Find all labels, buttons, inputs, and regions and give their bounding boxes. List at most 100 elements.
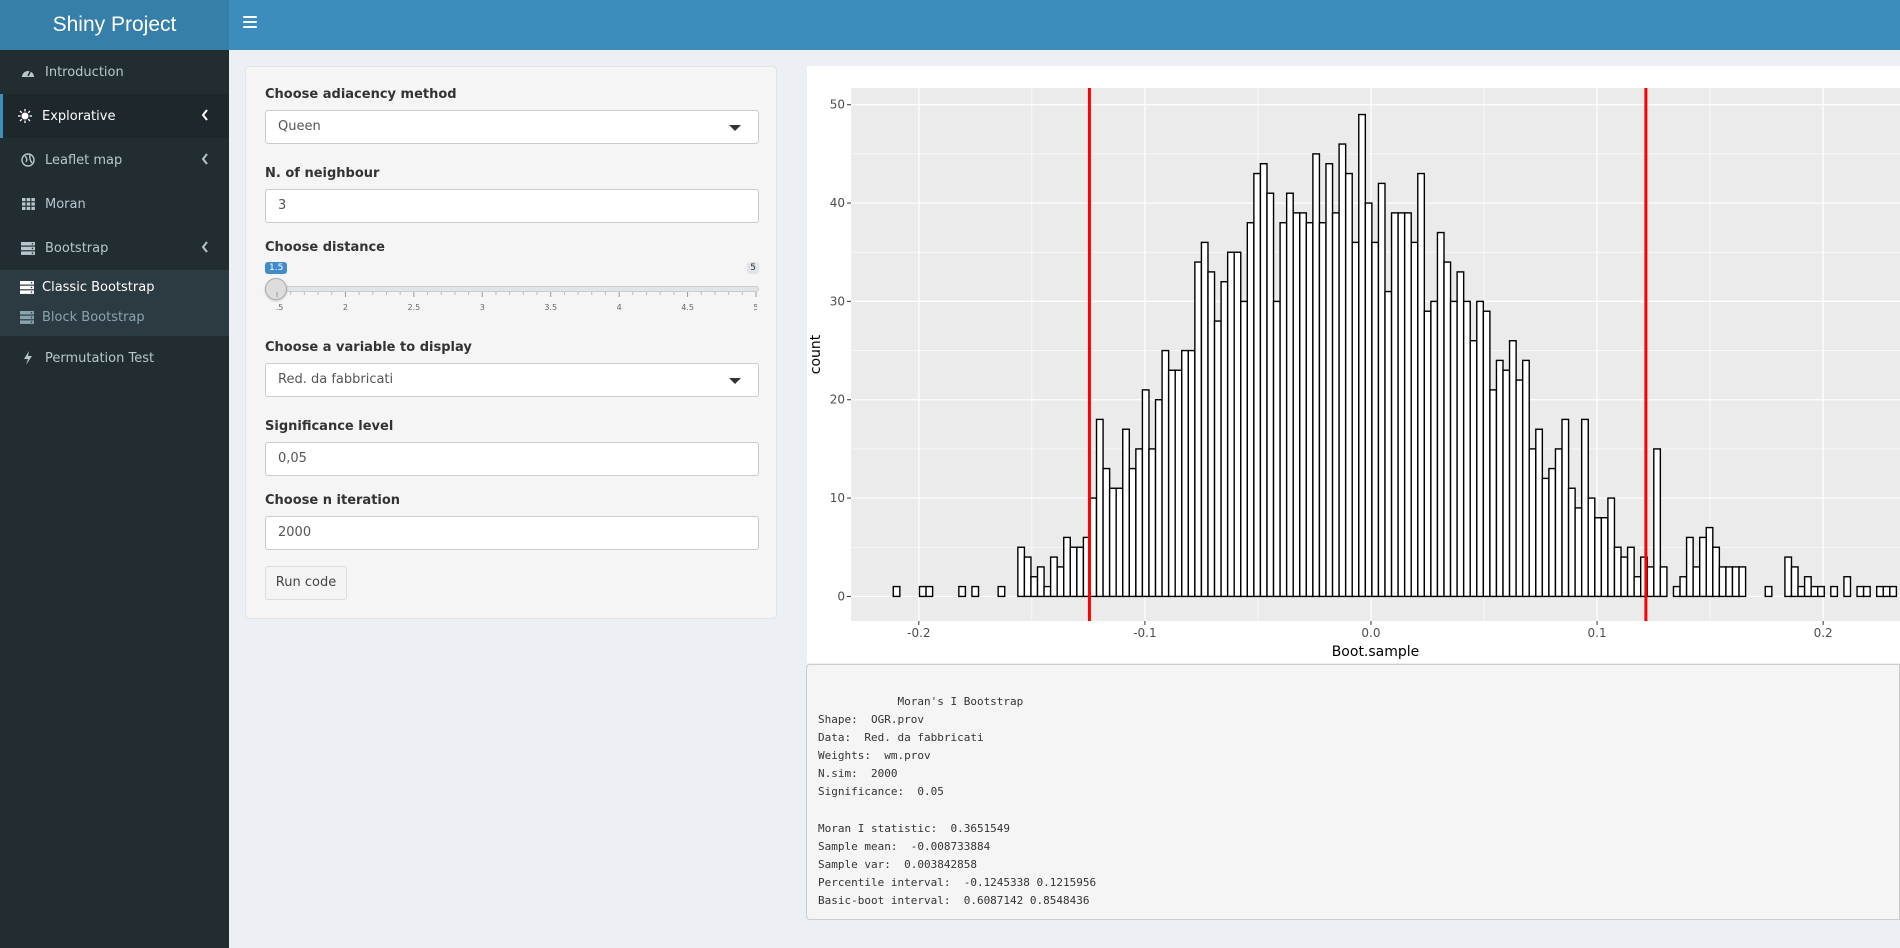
histogram-bar [1738, 566, 1747, 598]
histogram-bar [1095, 418, 1104, 598]
histogram-bar [1318, 222, 1327, 598]
histogram-bar [1253, 172, 1262, 598]
histogram-bar [1161, 349, 1170, 598]
sidebar-item-introduction[interactable]: Introduction [0, 50, 229, 94]
sidebar-item-leaflet-map[interactable]: Leaflet map [0, 138, 229, 182]
histogram-bar [1456, 271, 1465, 598]
histogram-bar [1594, 517, 1603, 598]
neighbour-label: N. of neighbour [265, 166, 380, 181]
dropdown-caret-icon [729, 125, 741, 131]
histogram-bar [1220, 281, 1229, 598]
slider-handle[interactable] [265, 278, 287, 300]
histogram-bar [1731, 566, 1740, 598]
histogram-bar [958, 585, 967, 598]
histogram-bar [1017, 546, 1026, 598]
histogram-bar [1390, 212, 1399, 598]
histogram-bar [1889, 585, 1898, 598]
variable-label: Choose a variable to display [265, 340, 472, 355]
histogram-bar [1672, 585, 1681, 598]
sidebar-item-permutation-test[interactable]: Permutation Test [0, 336, 229, 380]
bolt-icon [21, 351, 35, 365]
grid-icon [21, 197, 35, 211]
histogram-bar [1358, 113, 1367, 598]
y-tick-label: 40 [830, 196, 845, 210]
y-tick-label: 20 [830, 393, 845, 407]
sidebar-item-label: Explorative [42, 108, 116, 124]
variable-select[interactable]: Red. da fabbricati [265, 363, 759, 397]
histogram-bar [1685, 536, 1694, 598]
histogram-bar [1305, 222, 1314, 598]
adjacency-label: Choose adiacency method [265, 87, 457, 102]
sidebar-item-bootstrap[interactable]: Bootstrap [0, 226, 229, 270]
histogram-bar [1272, 300, 1281, 598]
run-code-button[interactable]: Run code [265, 566, 347, 600]
histogram-bar [1122, 428, 1131, 598]
histogram-bar [1607, 497, 1616, 598]
x-tick-label: -0.2 [907, 626, 930, 640]
axes: -0.2 -0.1 0.0 0.1 0.2 0 10 20 30 40 50 [830, 98, 1833, 640]
sun-icon [18, 109, 32, 123]
histogram-bar [1213, 320, 1222, 598]
x-tick-label: -0.1 [1133, 626, 1156, 640]
histogram-bar [1587, 497, 1596, 598]
x-axis-label: Boot.sample [1332, 644, 1420, 660]
histogram-bar [1521, 359, 1530, 598]
sidebar-subitem-classic-bootstrap[interactable]: Classic Bootstrap [0, 272, 229, 302]
sidebar-toggle-icon[interactable] [243, 16, 257, 28]
sidebar-subitem-block-bootstrap[interactable]: Block Bootstrap [0, 302, 229, 332]
slider-value-label: 1.5 [265, 262, 288, 274]
histogram-bar [1154, 399, 1163, 598]
histogram-bar [1784, 556, 1793, 598]
iterations-label: Choose n iteration [265, 493, 401, 508]
histogram-bar [1803, 576, 1812, 598]
adjacency-select[interactable]: Queen [265, 110, 759, 144]
histogram-bar [1174, 369, 1183, 598]
histogram-bar [1574, 507, 1583, 598]
neighbour-input[interactable]: 3 [265, 189, 759, 223]
histogram-bar [1089, 497, 1098, 598]
subitem-label: Classic Bootstrap [42, 279, 155, 295]
histogram-bar [1279, 222, 1288, 598]
sidebar-item-explorative[interactable]: Explorative [0, 94, 229, 138]
histogram-bar [1430, 300, 1439, 598]
significance-input[interactable]: 0,05 [265, 442, 759, 476]
histogram-bar [1476, 300, 1485, 598]
y-tick-label: 0 [837, 589, 845, 603]
histogram-bar [1725, 566, 1734, 598]
histogram-bar [1128, 467, 1137, 598]
histogram-bar [1790, 566, 1799, 598]
histogram-bar [1351, 241, 1360, 598]
adjacency-value: Queen [278, 119, 321, 134]
histogram-bar [1620, 556, 1629, 598]
slider-tick-label: 1.5 [276, 303, 283, 312]
slider-tick-label: 2.5 [407, 303, 420, 312]
sidebar-item-label: Introduction [45, 64, 124, 80]
y-tick-label: 50 [830, 98, 845, 112]
slider-tick-label: 3 [480, 303, 485, 312]
variable-value: Red. da fabbricati [278, 372, 394, 387]
histogram-bar [1115, 487, 1124, 598]
histogram-svg: -0.2 -0.1 0.0 0.1 0.2 0 10 20 30 40 50 Boot.sample… [808, 88, 1900, 660]
app-logo-title[interactable]: Shiny Project [0, 0, 229, 50]
iterations-input[interactable]: 2000 [265, 516, 759, 550]
histogram-bar [1338, 143, 1347, 598]
histogram-bar [1653, 448, 1662, 598]
histogram-bar [1023, 556, 1032, 598]
histogram-bar [1246, 222, 1255, 598]
histogram-bar [971, 585, 980, 598]
histogram-bar [1069, 546, 1078, 598]
distance-slider[interactable]: 1.5 5 1.5 2 2.5 3 3.5 4 4.5 5 [265, 262, 759, 322]
bootstrap-submenu: Classic Bootstrap Block Bootstrap [0, 270, 229, 336]
sidebar-item-moran[interactable]: Moran [0, 182, 229, 226]
sidebar: Introduction Explorative Leaflet map Mor… [0, 50, 229, 948]
histogram-bar [1679, 576, 1688, 598]
dashboard-icon [21, 65, 35, 79]
slider-tick-label: 2 [343, 303, 348, 312]
histogram-bar [1299, 212, 1308, 598]
histogram-bar [1266, 192, 1275, 598]
histogram-bar [1862, 585, 1871, 598]
histogram-bar [1194, 261, 1203, 598]
histogram-bar [1443, 261, 1452, 598]
slider-tick-label: 4.5 [681, 303, 694, 312]
bootstrap-output: Moran's I Bootstrap Shape: OGR.prov Data… [806, 664, 1900, 920]
